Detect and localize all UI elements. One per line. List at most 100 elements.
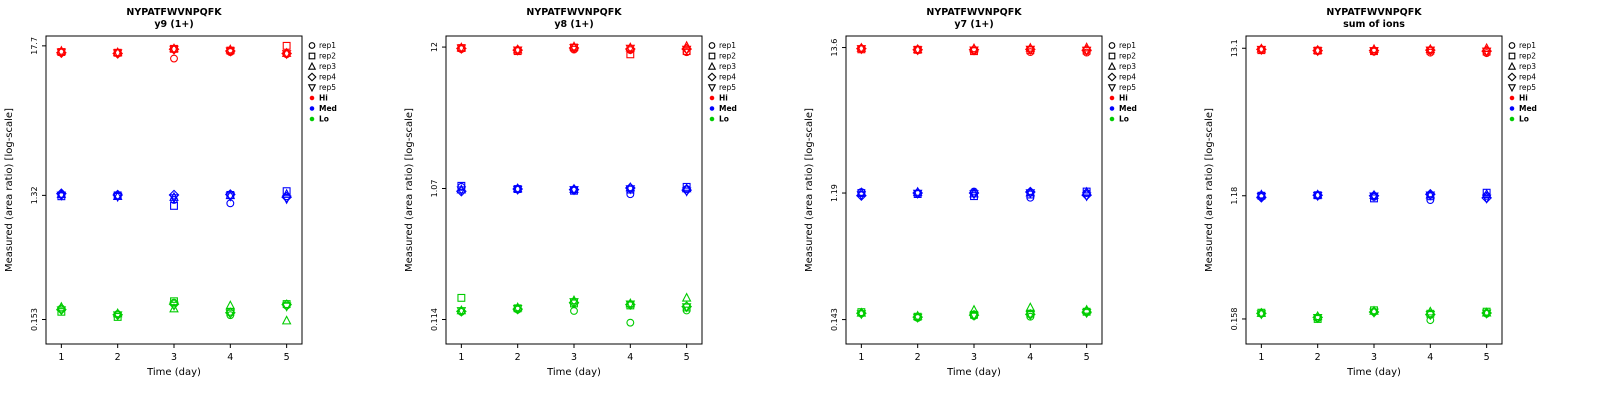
- legend-rep-label: rep2: [1119, 52, 1136, 61]
- chart-panel-y8: NYPATFWVNPQFK y8 (1+) 1 2 3 4 5 12 1.07 0.114 Meas…: [400, 0, 800, 400]
- chart-panel-y9: NYPATFWVNPQFK y9 (1+) 1 2 3 4 5 17.7 1.32 0.153 Me…: [0, 0, 400, 400]
- point-triangle-down: [1312, 191, 1323, 202]
- point-triangle-down: [225, 309, 236, 319]
- x-axis-label: Time (day): [946, 367, 1001, 378]
- point-triangle-up: [681, 292, 692, 302]
- chart-title: NYPATFWVNPQFK: [926, 7, 1022, 18]
- x-tick-label: 3: [1371, 352, 1377, 363]
- legend-level-label: Med: [1119, 104, 1137, 113]
- point-triangle-up: [1425, 189, 1436, 199]
- y-tick-label: 0.114: [430, 308, 439, 331]
- point-triangle-up: [512, 44, 523, 54]
- point-triangle-down: [1425, 46, 1436, 56]
- legend-rep-label: rep4: [719, 73, 736, 82]
- point-square: [457, 293, 466, 302]
- point-triangle-up: [1481, 188, 1492, 198]
- point-square: [457, 181, 466, 190]
- point-triangle-down: [281, 302, 292, 312]
- legend-rep-label: rep2: [1519, 52, 1536, 61]
- y-axis-label: Measured (area ratio) [log-scale]: [1204, 108, 1215, 272]
- point-triangle-up: [1025, 302, 1036, 312]
- legend-rep-label: rep3: [1519, 62, 1536, 71]
- chart-title: NYPATFWVNPQFK: [126, 7, 222, 18]
- point-triangle-up: [1312, 189, 1323, 199]
- point-triangle-down: [856, 310, 867, 320]
- point-triangle-up: [281, 315, 292, 325]
- legend-rep-label: rep3: [1119, 62, 1136, 71]
- y-axis-label: Measured (area ratio) [log-scale]: [404, 108, 415, 272]
- legend-level-marker: [1509, 106, 1515, 111]
- point-triangle-down: [969, 46, 979, 56]
- x-tick-label: 5: [1484, 352, 1490, 363]
- data-points: [855, 42, 1093, 323]
- point-circle: [170, 54, 178, 63]
- point-triangle-up: [1025, 187, 1036, 197]
- point-triangle-up: [307, 61, 317, 70]
- point-triangle-down: [169, 45, 179, 55]
- point-triangle-up: [1256, 43, 1267, 53]
- chart-title: NYPATFWVNPQFK: [526, 7, 622, 18]
- point-diamond: [1107, 72, 1117, 82]
- point-triangle-up: [1369, 189, 1379, 200]
- x-tick-label: 2: [515, 352, 521, 363]
- point-triangle-down: [1081, 46, 1092, 56]
- legend-level-marker: [709, 95, 715, 101]
- y-tick-label: 12: [430, 42, 439, 52]
- point-triangle-up: [856, 42, 867, 52]
- legend-level-label: Hi: [719, 94, 728, 103]
- point-triangle-down: [1481, 194, 1492, 204]
- point-triangle-up: [625, 298, 636, 308]
- legend-rep-label: rep5: [1119, 83, 1136, 92]
- point-triangle-down: [112, 49, 123, 59]
- legend-rep-label: rep5: [1519, 83, 1536, 92]
- point-square: [226, 46, 235, 55]
- x-tick-label: 1: [458, 352, 464, 363]
- legend-rep-label: rep1: [319, 41, 336, 50]
- y-tick-label: 1.32: [30, 186, 39, 204]
- point-triangle-down: [169, 301, 179, 311]
- point-triangle-down: [912, 46, 923, 56]
- chart-subtitle: y7 (1+): [954, 19, 993, 30]
- x-axis-label: Time (day): [146, 367, 201, 378]
- point-triangle-up: [681, 40, 692, 50]
- legend-level-label: Lo: [1119, 115, 1129, 124]
- legend-rep-label: rep3: [319, 62, 336, 71]
- point-triangle-down: [969, 311, 979, 321]
- point-triangle-down: [1256, 193, 1267, 203]
- point-triangle-down: [1312, 314, 1323, 324]
- y-tick-label: 0.143: [830, 308, 839, 331]
- point-triangle-up: [1425, 43, 1436, 53]
- legend-level-marker: [309, 95, 315, 101]
- point-triangle-down: [456, 44, 467, 54]
- legend-rep-label: rep4: [1519, 73, 1536, 82]
- point-triangle-up: [456, 305, 467, 315]
- legend-level-marker: [1109, 106, 1115, 111]
- point-triangle-down: [1025, 310, 1036, 321]
- point-triangle-down: [1425, 191, 1436, 201]
- y-tick-label: 1.18: [1230, 187, 1239, 205]
- point-triangle-up: [625, 181, 636, 192]
- data-points: [1255, 42, 1493, 325]
- point-triangle-down: [1256, 45, 1267, 56]
- point-triangle-down: [456, 307, 467, 317]
- point-triangle-down: [912, 189, 923, 199]
- x-axis-label: Time (day): [546, 367, 601, 378]
- point-triangle-up: [281, 188, 292, 198]
- point-triangle-up: [1025, 42, 1036, 52]
- point-triangle-down: [625, 300, 636, 310]
- point-triangle-down: [112, 192, 123, 203]
- point-triangle-down: [1081, 192, 1092, 202]
- legend-level-marker: [1509, 95, 1515, 101]
- point-triangle-down: [856, 191, 867, 201]
- point-triangle-up: [169, 303, 179, 313]
- point-square: [970, 310, 978, 319]
- point-triangle-down: [681, 45, 692, 55]
- legend-level-label: Hi: [319, 94, 328, 103]
